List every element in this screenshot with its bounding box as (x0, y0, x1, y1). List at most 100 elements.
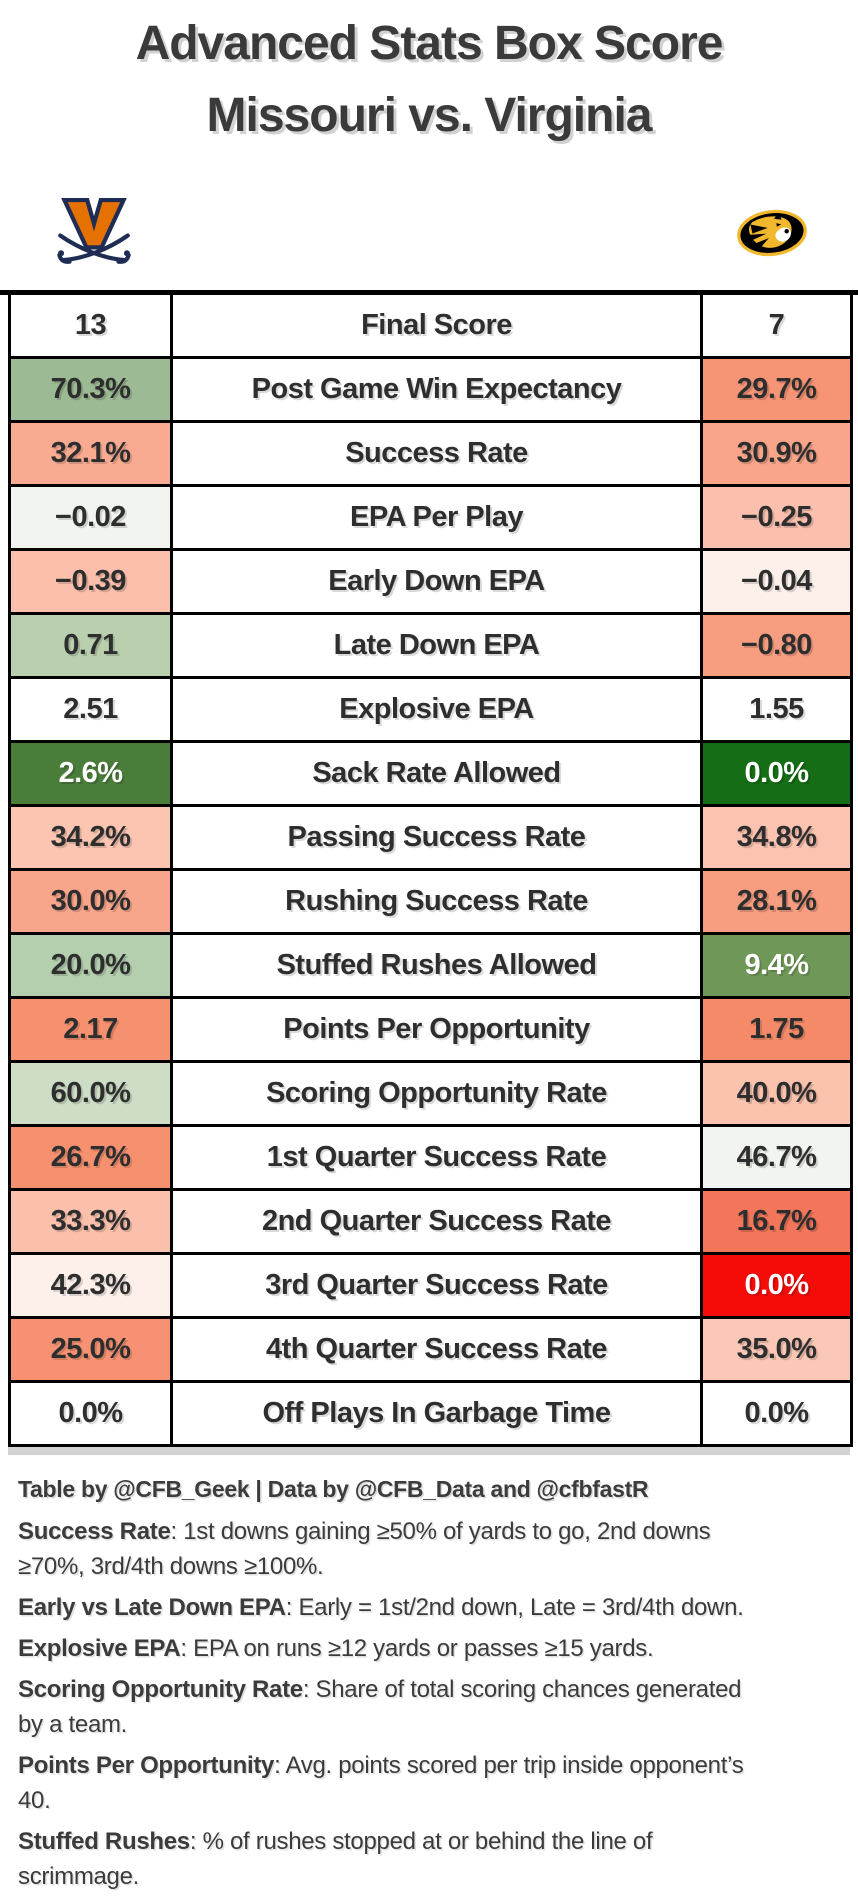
table-row: 2.6% Sack Rate Allowed 0.0% (8, 740, 853, 807)
table-row: 70.3% Post Game Win Expectancy 29.7% (8, 356, 853, 423)
table-row: 13 Final Score 7 (8, 295, 853, 359)
footnote-text: : % of rushes stopped at or behind the l… (18, 1828, 653, 1890)
missouri-value-cell: 0.0% (700, 740, 853, 807)
stat-label-cell: EPA Per Play (170, 484, 703, 551)
virginia-value-cell: 2.17 (8, 996, 173, 1063)
table-row: −0.02 EPA Per Play −0.25 (8, 484, 853, 551)
missouri-value-cell: 35.0% (700, 1316, 853, 1383)
virginia-logo-icon (57, 197, 131, 264)
stat-label-cell: Success Rate (170, 420, 703, 487)
missouri-value-cell: 1.75 (700, 996, 853, 1063)
table-row: 0.71 Late Down EPA −0.80 (8, 612, 853, 679)
table-row: 32.1% Success Rate 30.9% (8, 420, 853, 487)
missouri-value-cell: −0.25 (700, 484, 853, 551)
missouri-value-cell: 1.55 (700, 676, 853, 743)
footnote: Explosive EPA: EPA on runs ≥12 yards or … (18, 1631, 760, 1666)
virginia-value-cell: 60.0% (8, 1060, 173, 1127)
missouri-value-cell: 30.9% (700, 420, 853, 487)
stat-label-cell: 3rd Quarter Success Rate (170, 1252, 703, 1319)
virginia-value-cell: −0.02 (8, 484, 173, 551)
stat-label-cell: Points Per Opportunity (170, 996, 703, 1063)
table-row: 2.51 Explosive EPA 1.55 (8, 676, 853, 743)
virginia-value-cell: 34.2% (8, 804, 173, 871)
table-row: 25.0% 4th Quarter Success Rate 35.0% (8, 1316, 853, 1383)
footnote-term: Early vs Late Down EPA (18, 1594, 286, 1621)
credit-line: Table by @CFB_Geek | Data by @CFB_Data a… (18, 1476, 649, 1502)
virginia-value-cell: 26.7% (8, 1124, 173, 1191)
footnote-term: Explosive EPA (18, 1635, 181, 1662)
missouri-value-cell: 7 (700, 295, 853, 359)
footnote: Early vs Late Down EPA: Early = 1st/2nd … (18, 1590, 760, 1625)
virginia-value-cell: 2.6% (8, 740, 173, 807)
missouri-logo-icon (737, 209, 807, 257)
stat-label-cell: Off Plays In Garbage Time (170, 1380, 703, 1447)
table-top-border (0, 290, 858, 295)
footnote-term: Scoring Opportunity Rate (18, 1676, 303, 1703)
footnote-term: Success Rate (18, 1518, 171, 1545)
stat-label-cell: Sack Rate Allowed (170, 740, 703, 807)
table-row: 33.3% 2nd Quarter Success Rate 16.7% (8, 1188, 853, 1255)
virginia-value-cell: −0.39 (8, 548, 173, 615)
stat-label-cell: Explosive EPA (170, 676, 703, 743)
table-bottom-border (8, 1447, 850, 1455)
virginia-value-cell: 20.0% (8, 932, 173, 999)
missouri-value-cell: 34.8% (700, 804, 853, 871)
stat-label-cell: 1st Quarter Success Rate (170, 1124, 703, 1191)
table-row: 60.0% Scoring Opportunity Rate 40.0% (8, 1060, 853, 1127)
missouri-value-cell: −0.80 (700, 612, 853, 679)
virginia-value-cell: 13 (8, 295, 173, 359)
virginia-value-cell: 25.0% (8, 1316, 173, 1383)
missouri-value-cell: 40.0% (700, 1060, 853, 1127)
virginia-value-cell: 30.0% (8, 868, 173, 935)
stat-label-cell: Scoring Opportunity Rate (170, 1060, 703, 1127)
stat-label-cell: 2nd Quarter Success Rate (170, 1188, 703, 1255)
team-logos-row (56, 192, 810, 278)
table-row: 26.7% 1st Quarter Success Rate 46.7% (8, 1124, 853, 1191)
virginia-value-cell: 42.3% (8, 1252, 173, 1319)
virginia-value-cell: 32.1% (8, 420, 173, 487)
footnote-text: : Share of total scoring chances generat… (18, 1676, 742, 1738)
table-row: 42.3% 3rd Quarter Success Rate 0.0% (8, 1252, 853, 1319)
footnote: Stuffed Rushes: % of rushes stopped at o… (18, 1824, 760, 1894)
missouri-value-cell: −0.04 (700, 548, 853, 615)
missouri-value-cell: 9.4% (700, 932, 853, 999)
stat-label-cell: 4th Quarter Success Rate (170, 1316, 703, 1383)
virginia-value-cell: 70.3% (8, 356, 173, 423)
table-row: 34.2% Passing Success Rate 34.8% (8, 804, 853, 871)
page-title: Advanced Stats Box Score (135, 17, 724, 70)
footnote: Success Rate: 1st downs gaining ≥50% of … (18, 1514, 760, 1584)
table-row: 2.17 Points Per Opportunity 1.75 (8, 996, 853, 1063)
stat-label-cell: Late Down EPA (170, 612, 703, 679)
footnote: Scoring Opportunity Rate: Share of total… (18, 1672, 760, 1742)
missouri-value-cell: 46.7% (700, 1124, 853, 1191)
stat-label-cell: Rushing Success Rate (170, 868, 703, 935)
stat-label-cell: Post Game Win Expectancy (170, 356, 703, 423)
stat-label-cell: Passing Success Rate (170, 804, 703, 871)
virginia-value-cell: 33.3% (8, 1188, 173, 1255)
virginia-value-cell: 0.0% (8, 1380, 173, 1447)
page-subtitle: Missouri vs. Virginia (206, 89, 653, 142)
footnote-term: Stuffed Rushes (18, 1828, 190, 1855)
footnote-text: : Early = 1st/2nd down, Late = 3rd/4th d… (285, 1594, 744, 1621)
virginia-value-cell: 2.51 (8, 676, 173, 743)
footnote-text: : 1st downs gaining ≥50% of yards to go,… (18, 1518, 711, 1580)
footnotes: Success Rate: 1st downs gaining ≥50% of … (18, 1514, 760, 1898)
table-row: −0.39 Early Down EPA −0.04 (8, 548, 853, 615)
table-row: 0.0% Off Plays In Garbage Time 0.0% (8, 1380, 853, 1447)
missouri-value-cell: 28.1% (700, 868, 853, 935)
footnote: Points Per Opportunity: Avg. points scor… (18, 1748, 760, 1818)
stats-table: 13 Final Score 7 70.3% Post Game Win Expecta… (8, 295, 853, 1447)
stat-label-cell: Final Score (170, 295, 703, 359)
missouri-value-cell: 0.0% (700, 1380, 853, 1447)
virginia-value-cell: 0.71 (8, 612, 173, 679)
missouri-value-cell: 16.7% (700, 1188, 853, 1255)
footnote-text: : Avg. points scored per trip inside opp… (18, 1752, 744, 1814)
stat-label-cell: Early Down EPA (170, 548, 703, 615)
missouri-value-cell: 0.0% (700, 1252, 853, 1319)
missouri-value-cell: 29.7% (700, 356, 853, 423)
table-row: 30.0% Rushing Success Rate 28.1% (8, 868, 853, 935)
footnote-text: : EPA on runs ≥12 yards or passes ≥15 ya… (180, 1635, 654, 1662)
stat-label-cell: Stuffed Rushes Allowed (170, 932, 703, 999)
table-row: 20.0% Stuffed Rushes Allowed 9.4% (8, 932, 853, 999)
